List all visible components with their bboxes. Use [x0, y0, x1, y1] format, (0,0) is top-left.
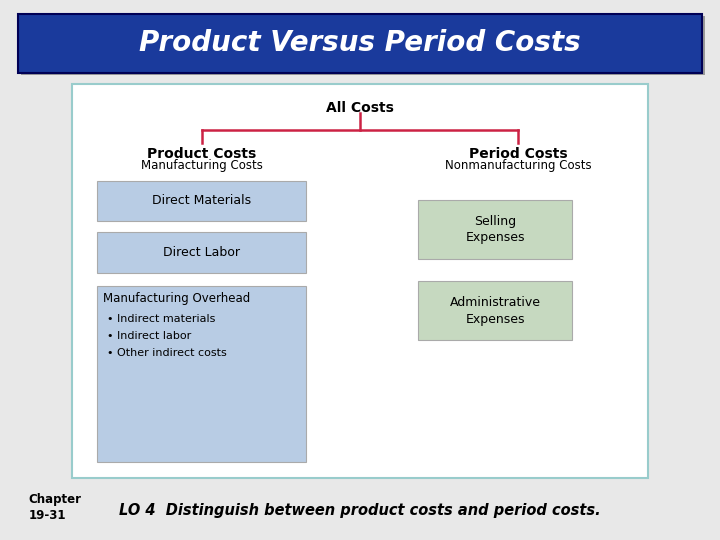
Text: Manufacturing Costs: Manufacturing Costs: [140, 159, 263, 172]
FancyBboxPatch shape: [97, 181, 306, 221]
Text: • Indirect labor: • Indirect labor: [107, 331, 191, 341]
Text: Direct Labor: Direct Labor: [163, 246, 240, 259]
Text: LO 4  Distinguish between product costs and period costs.: LO 4 Distinguish between product costs a…: [120, 503, 600, 518]
FancyBboxPatch shape: [18, 14, 702, 73]
Text: Period Costs: Period Costs: [469, 147, 567, 161]
Text: All Costs: All Costs: [326, 101, 394, 115]
Text: Administrative
Expenses: Administrative Expenses: [450, 295, 541, 326]
Text: Direct Materials: Direct Materials: [152, 194, 251, 207]
Text: Chapter
19-31: Chapter 19-31: [29, 493, 82, 522]
Text: • Indirect materials: • Indirect materials: [107, 314, 215, 323]
FancyBboxPatch shape: [72, 84, 648, 478]
Text: • Other indirect costs: • Other indirect costs: [107, 348, 226, 358]
Text: Product Versus Period Costs: Product Versus Period Costs: [139, 29, 581, 57]
FancyBboxPatch shape: [418, 200, 572, 259]
Text: Nonmanufacturing Costs: Nonmanufacturing Costs: [445, 159, 592, 172]
Text: Selling
Expenses: Selling Expenses: [466, 214, 525, 245]
Text: Product Costs: Product Costs: [147, 147, 256, 161]
FancyBboxPatch shape: [97, 286, 306, 462]
Text: Manufacturing Overhead: Manufacturing Overhead: [103, 292, 251, 305]
FancyBboxPatch shape: [97, 232, 306, 273]
FancyBboxPatch shape: [21, 16, 705, 75]
FancyBboxPatch shape: [418, 281, 572, 340]
